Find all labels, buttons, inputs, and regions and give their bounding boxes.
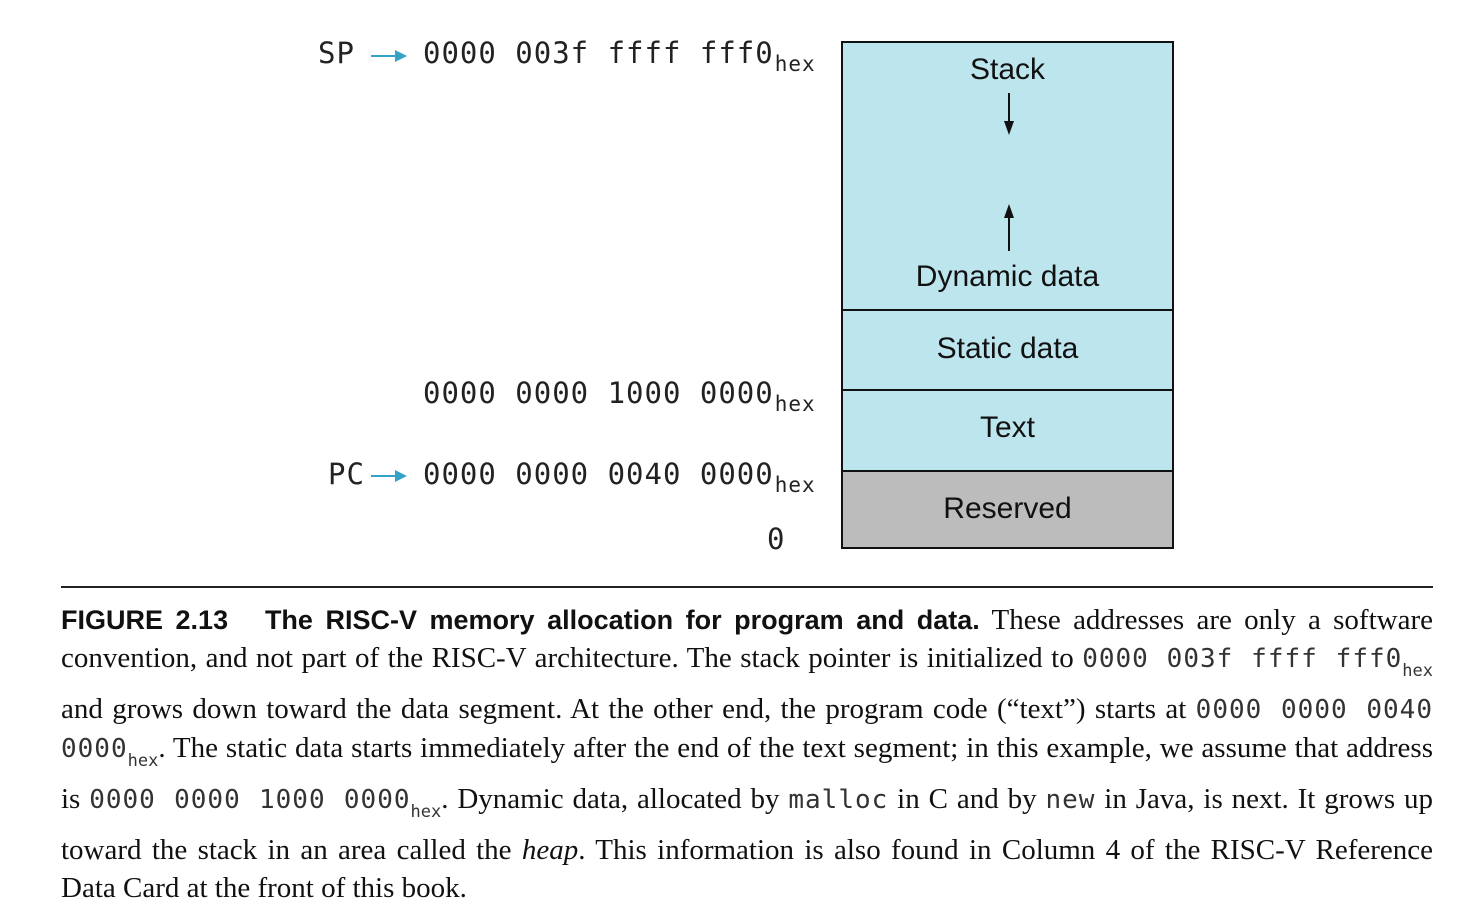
text-segment: Text [843,391,1172,470]
figure-number: FIGURE 2.13 [61,605,229,635]
sp-register-label: SP [318,36,355,70]
stack-grow-down-line [1008,93,1010,123]
caption-rule [61,586,1433,588]
caption-hex: hex [410,802,442,822]
caption-hex: hex [1402,661,1434,681]
caption-text: These addresses are only a software conv… [61,604,1433,674]
pc-address: 0000 0000 0040 0000hex [423,457,816,497]
caption-text: in C and by [888,783,1046,815]
sp-arrow-icon [371,50,407,62]
stack-heap-segment: Stack Dynamic data [843,43,1172,310]
arrow-up-icon [1004,204,1014,218]
heap-grow-up-line [1008,216,1010,251]
caption-text: . Dynamic data, allocated by [441,783,789,815]
stack-label: Stack [969,53,1046,86]
caption-hex: hex [127,751,159,771]
caption-text: . The static data starts immediately aft… [61,732,1433,815]
sp-address-value: 0000 003f ffff fff0 [423,36,774,70]
reserved-segment: Reserved [843,472,1172,547]
static-data-label: Static data [936,332,1079,365]
pc-address-value: 0000 0000 0040 0000 [423,457,774,491]
memory-map: Stack Dynamic data Static data Text Rese… [841,41,1174,549]
text-label: Text [979,411,1036,444]
arrow-down-icon [1004,121,1014,135]
caption-text: in Java, is next. It grows up toward the… [61,783,1433,866]
pc-register-label: PC [328,457,365,491]
caption-code: 0000 003f ffff fff0 [1082,644,1403,674]
figure-title: The RISC-V memory allocation for program… [264,605,980,635]
divider [843,470,1172,472]
caption-heap-term: heap [521,834,579,866]
caption-text: and grows down toward the data segment. … [61,693,1196,725]
sp-address: 0000 003f ffff fff0hex [423,36,816,76]
caption-code: 0000 0000 1000 0000 [89,785,411,815]
zero-address: 0 [767,522,786,556]
caption-code: malloc [788,785,889,815]
pc-arrow-icon [371,470,407,482]
static-data-segment: Static data [843,311,1172,389]
pc-hex-suffix: hex [774,473,816,497]
caption-code: new [1045,785,1096,815]
static-hex-suffix: hex [774,392,816,416]
reserved-label: Reserved [943,492,1072,525]
sp-hex-suffix: hex [774,52,816,76]
figure-caption: FIGURE 2.13 The RISC-V memory allocation… [61,601,1433,907]
static-address: 0000 0000 1000 0000hex [423,376,816,416]
divider [843,389,1172,391]
dynamic-data-label: Dynamic data [915,260,1100,293]
divider [843,309,1172,311]
static-address-value: 0000 0000 1000 0000 [423,376,774,410]
caption-code: 0000 0000 0040 0000 [61,695,1433,764]
